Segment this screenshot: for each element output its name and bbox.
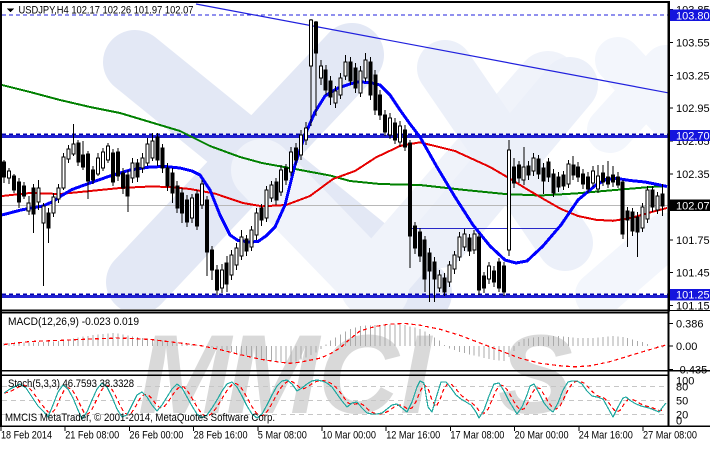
svg-text:MMCIS MetaTrader, © 2001-2014,: MMCIS MetaTrader, © 2001-2014, MetaQuote… [5,412,275,424]
svg-text:102.95: 102.95 [676,103,710,115]
svg-text:17 Mar 08:00: 17 Mar 08:00 [450,430,504,442]
svg-text:27 Mar 08:00: 27 Mar 08:00 [643,430,697,442]
svg-text:20: 20 [676,410,688,422]
svg-text:101.25: 101.25 [676,290,710,302]
svg-text:M: M [226,312,322,437]
svg-text:102.70: 102.70 [676,131,710,143]
svg-text:102.35: 102.35 [676,169,710,181]
svg-text:103.25: 103.25 [676,70,710,82]
svg-text:21 Feb 08:00: 21 Feb 08:00 [65,430,119,442]
svg-text:28 Feb 16:00: 28 Feb 16:00 [194,430,248,442]
svg-text:80: 80 [676,382,688,394]
svg-text:0.386: 0.386 [676,318,704,330]
svg-text:S: S [498,312,573,437]
svg-text:Stoch(5,3,3) 46.7593 38.3328: Stoch(5,3,3) 46.7593 38.3328 [8,378,134,390]
svg-text:C: C [318,312,401,437]
svg-text:0: 0 [676,416,682,428]
svg-text:26 Feb 00:00: 26 Feb 00:00 [129,430,183,442]
svg-text:101.75: 101.75 [676,235,710,247]
svg-text:102.07: 102.07 [676,200,710,212]
svg-text:20 Mar 00:00: 20 Mar 00:00 [515,430,569,442]
svg-text:5 Mar 08:00: 5 Mar 08:00 [258,430,307,442]
svg-text:18 Feb 2014: 18 Feb 2014 [1,430,52,442]
svg-text:103.80: 103.80 [676,10,710,22]
svg-text:101.15: 101.15 [676,301,710,313]
svg-text:USDJPY,H4 102.17 102.26 101.9: USDJPY,H4 102.17 102.26 101.97 102.07 [19,5,194,17]
svg-text:24 Mar 16:00: 24 Mar 16:00 [579,430,633,442]
svg-text:103.55: 103.55 [676,37,710,49]
svg-text:12 Mar 16:00: 12 Mar 16:00 [386,430,440,442]
svg-text:M: M [138,312,234,437]
svg-text:10 Mar 00:00: 10 Mar 00:00 [322,430,376,442]
svg-text:101.45: 101.45 [676,268,710,280]
svg-text:MACD(12,26,9) -0.023 0.019: MACD(12,26,9) -0.023 0.019 [8,316,139,328]
svg-text:50: 50 [676,396,688,408]
svg-text:100: 100 [676,376,694,388]
svg-text:0.00: 0.00 [676,341,697,353]
svg-text:-0.435: -0.435 [676,364,707,376]
svg-text:I: I [400,312,434,437]
